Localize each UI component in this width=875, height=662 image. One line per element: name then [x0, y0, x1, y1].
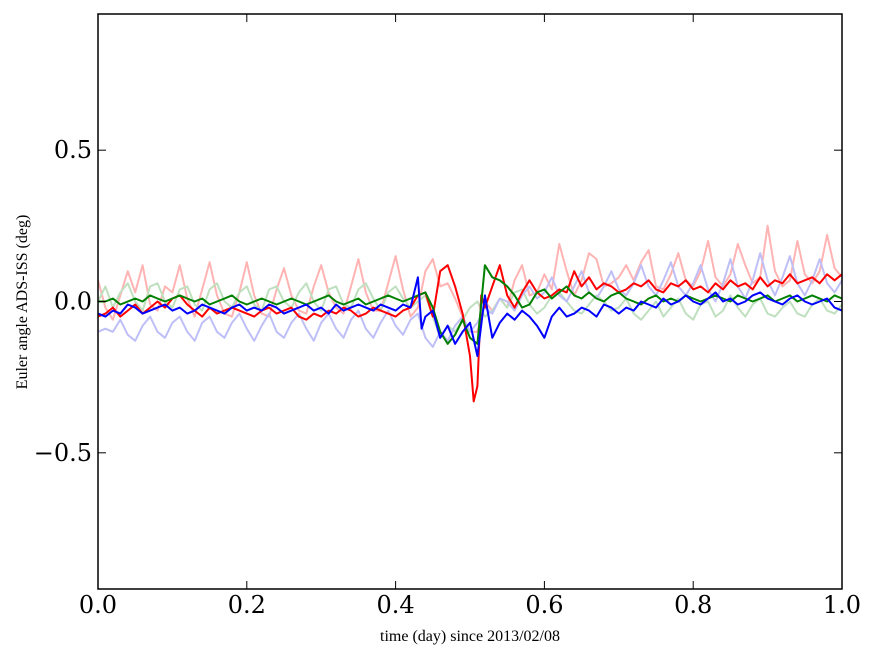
series-line-2 [97, 282, 843, 339]
x-tick-label: 0.6 [525, 591, 563, 619]
x-tick-label: 1.0 [823, 591, 861, 619]
series-line-4 [97, 264, 843, 403]
series-line-3 [97, 252, 843, 348]
x-tick-label: 0.4 [377, 591, 415, 619]
y-axis-label: Euler angle ADS-ISS (deg) [14, 215, 31, 390]
axis-ticks: 0.0 0.2 0.4 0.6 0.8 1.0 −0.5 0.0 0.5 [34, 14, 861, 619]
y-tick-label: 0.5 [54, 136, 92, 164]
x-tick-label: 0.2 [228, 591, 266, 619]
x-tick-label: 0.0 [79, 591, 117, 619]
x-tick-label: 0.8 [674, 591, 712, 619]
y-tick-label: −0.5 [34, 439, 92, 467]
x-axis-label: time (day) since 2013/02/08 [380, 628, 560, 645]
series-line-6 [97, 276, 843, 357]
series-lines [97, 224, 843, 403]
y-tick-label: 0.0 [54, 288, 92, 316]
